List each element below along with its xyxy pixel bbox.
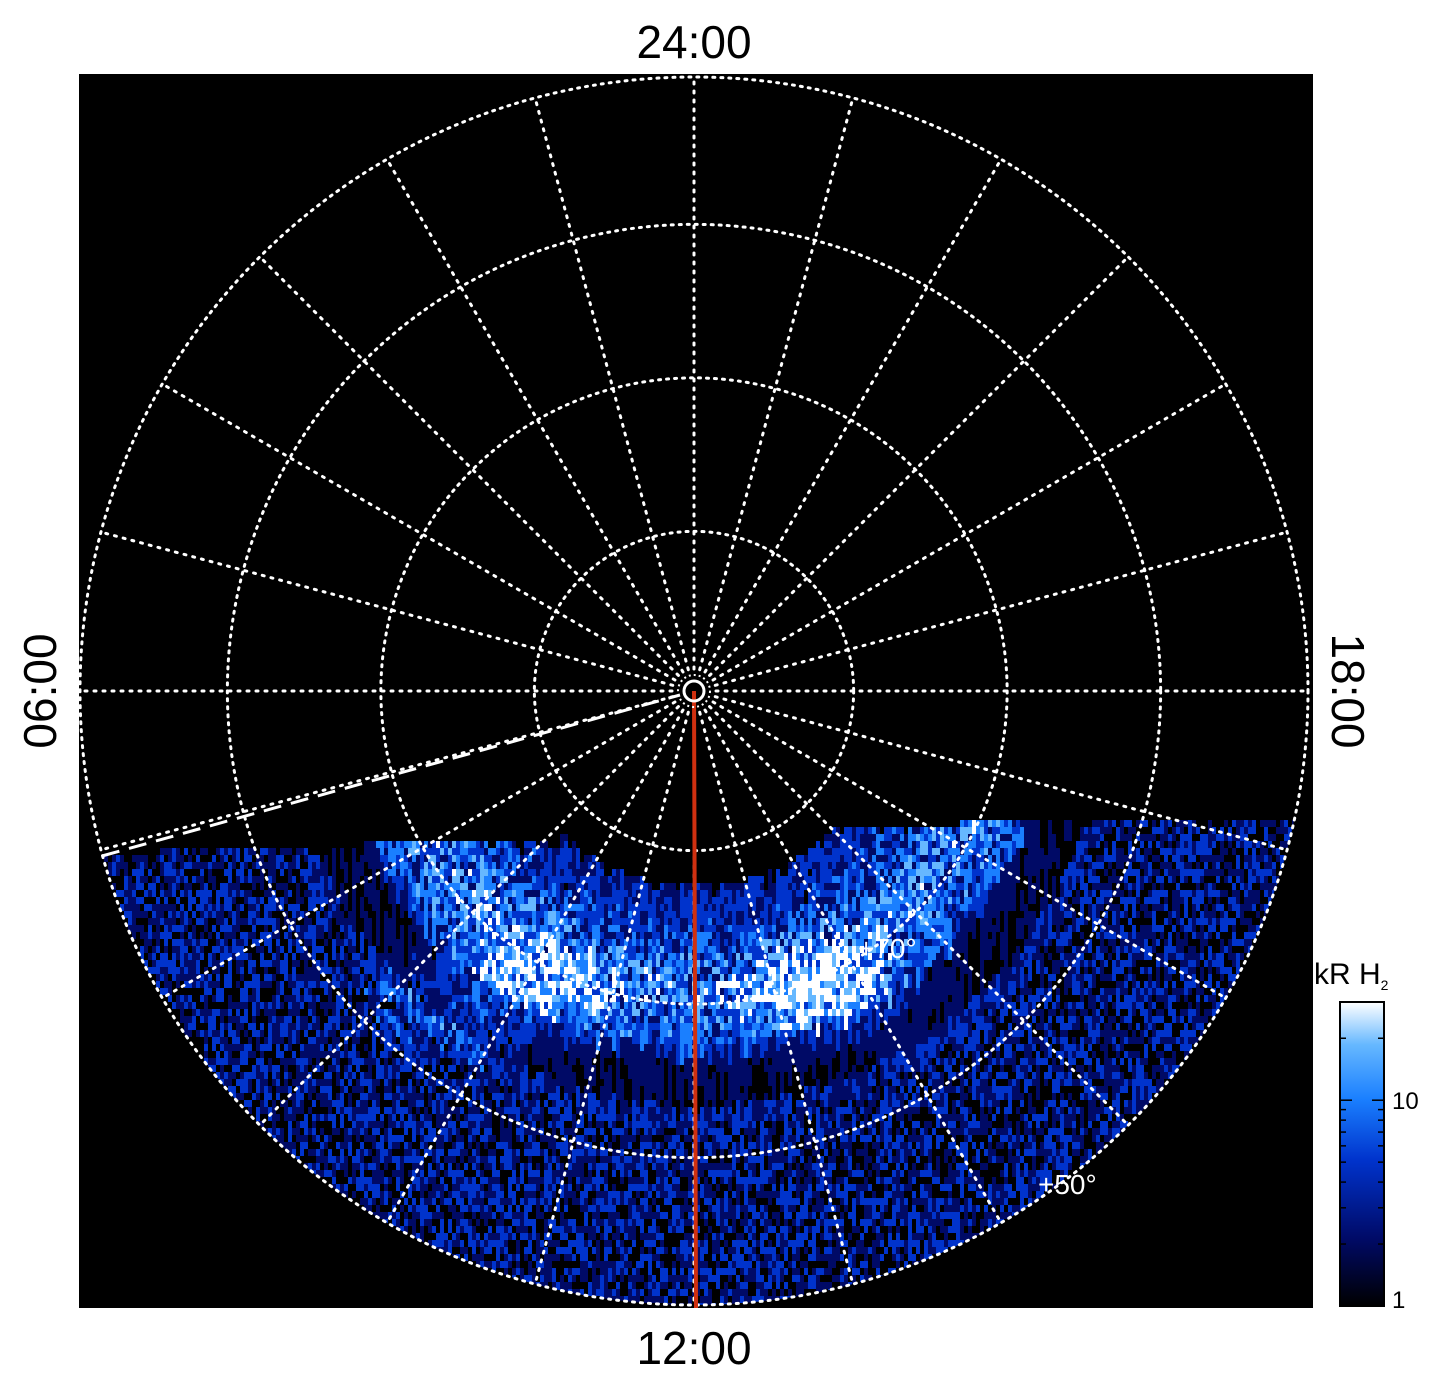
- meridian-line: [713, 695, 1289, 852]
- dashed-sector-boundary: [101, 693, 681, 858]
- colorbar-title: kR H2: [1314, 958, 1389, 993]
- meridian-line: [385, 157, 685, 674]
- latitude-ring: [79, 75, 1310, 1307]
- meridian-line: [711, 382, 1228, 682]
- colorbar: kR H2 10 1: [1314, 958, 1419, 1314]
- meridian-line: [708, 705, 1130, 1127]
- meridian-line: [698, 96, 855, 672]
- meridian-line: [385, 708, 685, 1225]
- meridian-line: [713, 530, 1289, 687]
- colorbar-tick-label-1: 1: [1392, 1287, 1405, 1314]
- pole-marker-outer: [677, 674, 711, 708]
- auroral-emission-image: [104, 820, 1296, 1305]
- colorbar-title-main: kR H: [1314, 958, 1381, 991]
- meridian-line: [708, 255, 1130, 677]
- latitude-label-50: +50°: [1038, 1169, 1097, 1200]
- meridian-line: [533, 96, 690, 672]
- meridian-line: [703, 708, 1003, 1225]
- meridian-line: [160, 382, 677, 682]
- meridian-line: [99, 530, 675, 687]
- meridian-line: [698, 710, 855, 1286]
- colorbar-gradient: [1339, 1001, 1385, 1307]
- colorbar-title-subscript: 2: [1381, 977, 1389, 993]
- local-time-label-12: 12:00: [636, 1322, 751, 1374]
- meridian-line: [533, 710, 690, 1286]
- local-time-label-24: 24:00: [636, 16, 751, 68]
- local-time-label-06: 06:00: [14, 633, 66, 748]
- pole-marker: [682, 679, 706, 703]
- noon-meridian-line: [692, 690, 698, 1309]
- colorbar-tick-label-10: 10: [1392, 1088, 1419, 1115]
- meridian-line: [160, 700, 677, 1000]
- meridian-line: [258, 705, 680, 1127]
- latitude-ring: [225, 222, 1163, 1160]
- meridian-line: [258, 255, 680, 677]
- latitude-label-70: +70°: [858, 933, 917, 964]
- local-time-label-18: 18:00: [1322, 633, 1374, 748]
- colorbar-ticks: [1340, 1001, 1384, 1307]
- meridian-line: [703, 157, 1003, 674]
- meridian-line: [711, 700, 1228, 1000]
